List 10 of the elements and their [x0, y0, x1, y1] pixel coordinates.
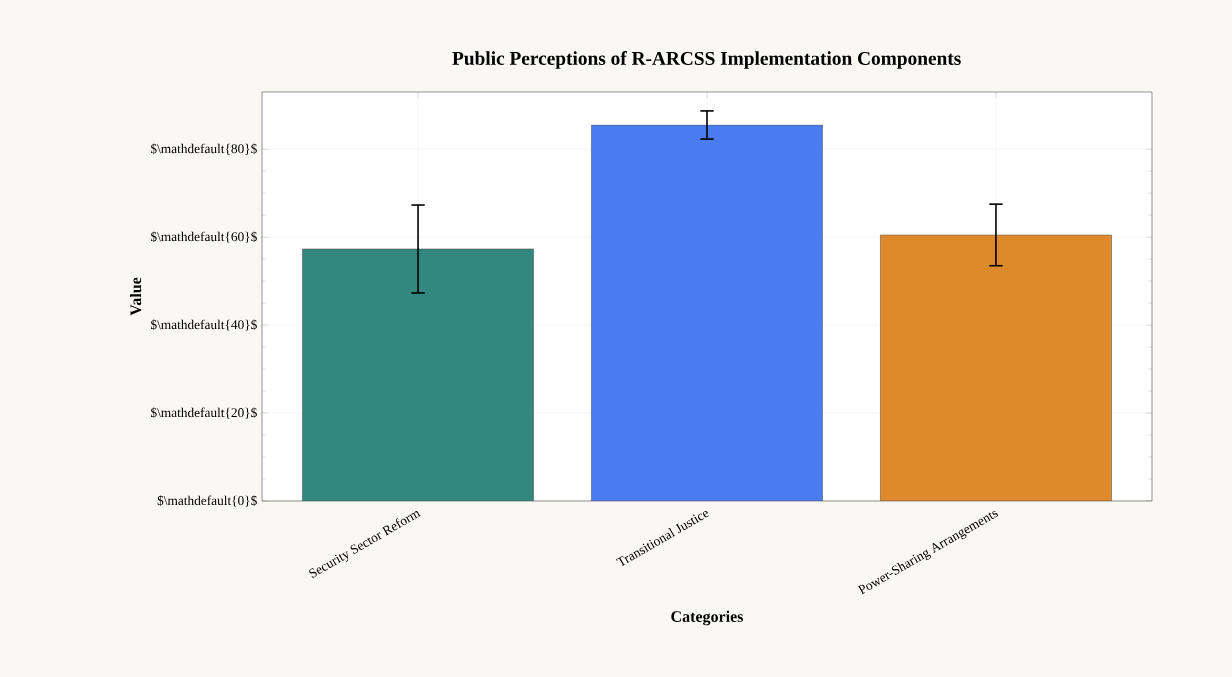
y-tick-label: $\mathdefault{60}$ — [151, 231, 257, 243]
x-axis-title: Categories — [671, 610, 744, 626]
chart-title: Public Perceptions of R-ARCSS Implementation Components — [452, 51, 961, 69]
bar — [591, 124, 823, 501]
y-tick-label: $\mathdefault{80}$ — [151, 143, 257, 155]
y-tick-label: $\mathdefault{20}$ — [151, 407, 257, 419]
y-tick-label: $\mathdefault{40}$ — [151, 319, 257, 331]
y-axis-title: Value — [129, 277, 142, 316]
bar — [880, 234, 1112, 501]
y-tick-label: $\mathdefault{0}$ — [157, 495, 257, 507]
